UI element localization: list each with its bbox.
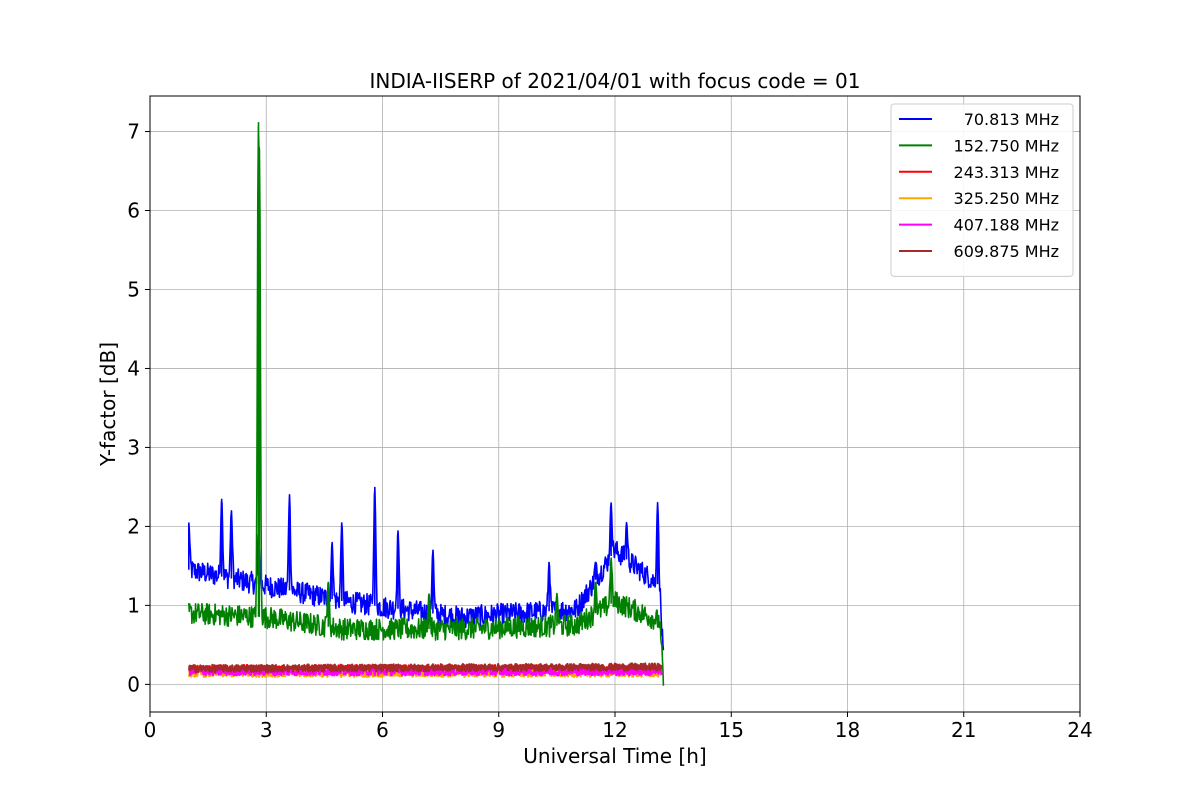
x-axis-label: Universal Time [h]: [523, 744, 706, 768]
y-tick-label: 7: [127, 120, 140, 144]
legend-label: 325.250 MHz: [954, 189, 1059, 208]
x-tick-label: 3: [260, 718, 273, 742]
y-tick-label: 4: [127, 356, 140, 380]
y-tick-label: 1: [127, 593, 140, 617]
y-tick-label: 2: [127, 514, 140, 538]
x-tick-label: 21: [951, 718, 976, 742]
legend-label: 407.188 MHz: [954, 216, 1059, 235]
legend-box: [890, 103, 1074, 277]
y-axis-label: Y-factor [dB]: [96, 342, 120, 467]
y-tick-label: 6: [127, 199, 140, 223]
legend-label: 609.875 MHz: [954, 242, 1059, 261]
series-lines: [187, 122, 665, 686]
x-tick-label: 0: [144, 718, 157, 742]
legend-label: 243.313 MHz: [954, 163, 1059, 182]
x-tick-label: 12: [602, 718, 627, 742]
series-line: [188, 122, 665, 686]
x-tick-label: 15: [719, 718, 744, 742]
y-tick-label: 5: [127, 277, 140, 301]
series-line: [188, 662, 663, 674]
y-tick-label: 0: [127, 672, 140, 696]
x-tick-label: 18: [835, 718, 860, 742]
legend-label: 70.813 MHz: [964, 110, 1059, 129]
legend-label: 152.750 MHz: [954, 136, 1059, 155]
x-tick-label: 24: [1067, 718, 1092, 742]
y-tick-label: 3: [127, 435, 140, 459]
chart-title: INDIA-IISERP of 2021/04/01 with focus co…: [370, 69, 861, 93]
x-tick-label: 6: [376, 718, 389, 742]
legend: 70.813 MHz 152.750 MHz 243.313 MHz 325.250 …: [890, 103, 1074, 277]
x-tick-label: 9: [492, 718, 505, 742]
